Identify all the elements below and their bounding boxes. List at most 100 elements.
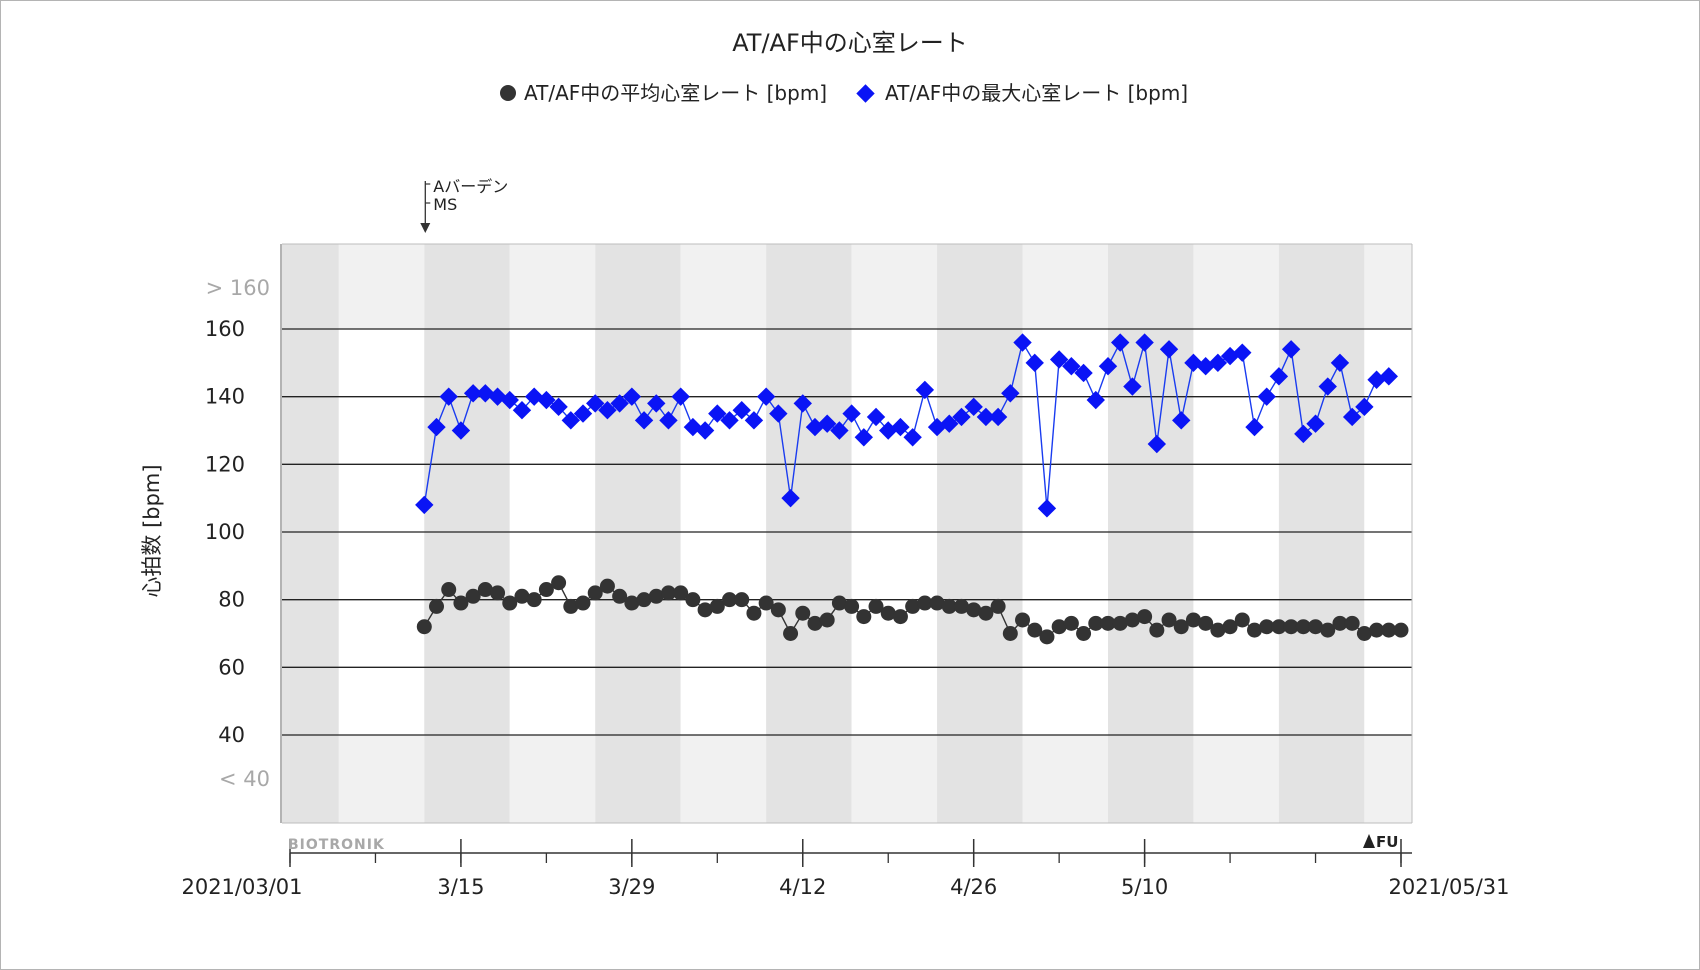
max-rate-point [659, 411, 678, 430]
avg-rate-point [819, 612, 835, 628]
y-tick-label: 40 [218, 723, 245, 747]
event-label-a-burden: Aバーデン [433, 177, 508, 196]
max-rate-point [500, 390, 519, 410]
avg-rate-point [441, 582, 457, 598]
max-rate-point [781, 488, 800, 508]
chart-title: AT/AF中の心室レート [732, 29, 968, 57]
max-rate-point [1342, 407, 1362, 427]
avg-rate-point [673, 585, 689, 601]
max-rate-point [744, 411, 764, 430]
avg-rate-point [416, 619, 432, 635]
max-rate-point [988, 407, 1008, 427]
avg-rate-point [1234, 612, 1250, 628]
avg-rate-point [917, 595, 933, 611]
avg-rate-point [953, 598, 969, 614]
avg-rate-point [587, 585, 603, 601]
avg-rate-point [1356, 626, 1372, 641]
axes: 2021/03/01 3/15 3/29 4/12 4/26 5/10 2021/05/31 [181, 243, 1510, 899]
avg-rate-point [758, 595, 774, 611]
max-rate-point [1123, 377, 1142, 396]
y-tick-label: 100 [205, 520, 245, 544]
avg-rate-point [1259, 619, 1275, 635]
avg-rate-point [770, 602, 786, 618]
x-tick-label: 4/12 [779, 875, 826, 899]
fu-triangle-icon [1363, 834, 1375, 848]
avg-rate-point [722, 592, 738, 608]
avg-rate-point [868, 598, 884, 614]
max-rate-point [915, 380, 935, 400]
avg-rate-point [905, 598, 921, 614]
max-rate-point [1233, 343, 1252, 362]
avg-rate-point [636, 592, 652, 608]
avg-rate-point [1039, 629, 1055, 645]
week-band [937, 244, 1023, 823]
avg-rate-point [807, 615, 823, 631]
avg-rate-point [465, 588, 481, 604]
avg-rate-point [1173, 619, 1189, 635]
max-rate-point [830, 421, 849, 440]
event-marker: Aバーデン MS [420, 177, 508, 233]
avg-rate-point [697, 602, 713, 618]
avg-rate-point [1076, 626, 1092, 641]
avg-rate-point [990, 598, 1006, 614]
avg-rate-point [429, 598, 445, 614]
max-rate-point [415, 495, 434, 515]
max-rate-point [903, 428, 922, 447]
legend-avg-marker [500, 85, 516, 101]
max-rate-point [1135, 333, 1154, 352]
y-axis-label: 心拍数 [bpm] [140, 464, 164, 597]
max-rate-point [720, 411, 739, 430]
max-rate-point [1049, 350, 1069, 369]
max-rate-point [598, 401, 617, 420]
max-rate-point [671, 387, 690, 406]
max-rate-point [940, 414, 959, 433]
x-tick-label: 5/10 [1121, 875, 1168, 899]
avg-rate-point [795, 605, 811, 621]
avg-rate-point [941, 598, 957, 614]
max-rate-point [1098, 357, 1118, 376]
max-rate-point [1147, 434, 1167, 454]
y-tick-label: 80 [218, 588, 245, 612]
max-rate-point [537, 390, 556, 410]
legend-avg-label: AT/AF中の平均心室レート [bpm] [524, 81, 827, 105]
max-rate-point [891, 417, 910, 437]
week-band [282, 244, 339, 823]
avg-rate-point [1063, 615, 1079, 631]
avg-rate-point [709, 598, 725, 614]
avg-rate-point [1112, 615, 1128, 631]
avg-rate-point [1185, 612, 1201, 628]
y-tick-label: 60 [218, 655, 245, 679]
avg-rate-point [1027, 622, 1043, 638]
max-rate-point [586, 394, 605, 413]
max-rate-point [1172, 411, 1191, 430]
avg-rate-point [1283, 619, 1299, 635]
week-band [595, 244, 681, 823]
max-rate-point [817, 414, 837, 433]
max-rate-point [1269, 367, 1289, 386]
avg-rate-point [1051, 619, 1067, 635]
avg-rate-point [477, 582, 493, 598]
max-rate-point [708, 404, 727, 423]
avg-rate-point [1320, 622, 1336, 638]
avg-rate-point [1246, 622, 1262, 638]
avg-rate-point [612, 588, 628, 604]
max-rate-point [1330, 353, 1350, 373]
max-rate-point [854, 428, 874, 447]
event-label-ms: MS [433, 195, 457, 214]
avg-rate-point [1393, 622, 1409, 638]
avg-rate-point [892, 609, 908, 625]
legend: AT/AF中の平均心室レート [bpm] AT/AF中の最大心室レート [bpm… [500, 81, 1188, 105]
avg-rate-point [783, 626, 799, 641]
x-tick-label: 3/29 [608, 875, 655, 899]
max-rate-point [1013, 333, 1032, 352]
avg-rate-point [1295, 619, 1311, 635]
max-rate-point [1159, 340, 1179, 359]
avg-rate-point [831, 595, 847, 611]
max-rate-point [463, 384, 483, 403]
max-rate-point [1111, 333, 1130, 352]
y-under-label: < 40 [219, 767, 270, 791]
week-band [424, 244, 510, 823]
max-rate-point [1074, 363, 1093, 383]
max-rate-point [952, 407, 971, 427]
max-rate-point [866, 407, 886, 427]
